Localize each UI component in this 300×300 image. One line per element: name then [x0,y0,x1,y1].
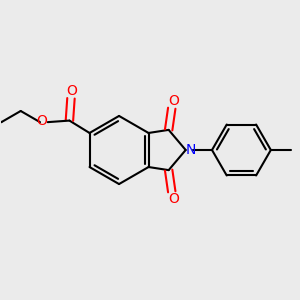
Text: O: O [67,85,77,98]
Text: O: O [168,94,179,108]
Text: O: O [168,192,179,206]
Text: N: N [186,143,196,157]
Text: O: O [37,114,48,128]
